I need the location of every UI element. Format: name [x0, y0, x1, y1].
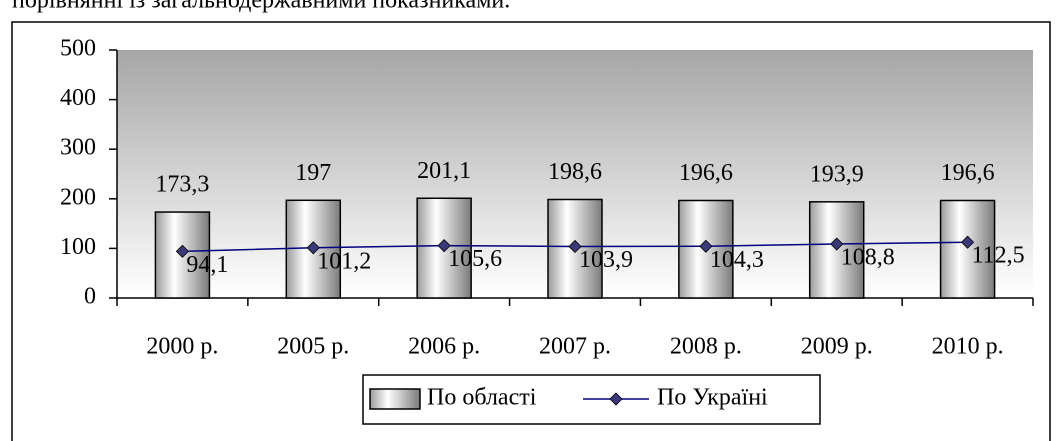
bar: [939, 199, 996, 299]
x-tick-label: 2005 р.: [277, 334, 349, 360]
x-tick-label: 2007 р.: [539, 334, 611, 360]
y-tick-label: 200: [60, 184, 96, 210]
line-marker: [175, 244, 189, 258]
line-value-label: 105,6: [448, 246, 502, 272]
line-marker: [568, 239, 582, 254]
y-tick-label: 500: [60, 36, 96, 62]
line-value-label: 112,5: [972, 243, 1025, 269]
legend-label: По області: [427, 385, 537, 411]
y-tick-label: 100: [60, 234, 96, 260]
bar-value-label: 198,6: [548, 159, 602, 185]
x-tick-label: 2009 р.: [801, 334, 873, 360]
x-tick-label: 2006 р.: [408, 334, 480, 360]
line-marker: [306, 241, 320, 255]
y-tick-label: 0: [84, 284, 96, 310]
y-tick-label: 400: [60, 85, 96, 111]
bar-value-label: 196,6: [679, 160, 733, 186]
line-value-label: 101,2: [317, 248, 371, 274]
line-value-label: 103,9: [579, 247, 633, 273]
line-marker: [961, 235, 975, 249]
line-marker: [699, 239, 713, 253]
x-tick-label: 2010 р.: [932, 334, 1004, 360]
line-marker: [437, 239, 451, 253]
chart-frame: [11, 21, 1051, 441]
line-value-label: 108,8: [841, 245, 895, 271]
y-tick-label: 300: [60, 135, 96, 161]
caption: порівнянні із загальнодержавними показни…: [12, 0, 510, 14]
bar-value-label: 193,9: [810, 161, 864, 187]
bar-value-label: 197: [295, 160, 331, 186]
bar-value-label: 196,6: [941, 160, 995, 186]
bar-value-label: 201,1: [417, 158, 471, 184]
x-tick-label: 2008 р.: [670, 334, 742, 360]
legend-swatch: [369, 388, 421, 410]
bar-value-label: 173,3: [155, 172, 209, 198]
line-value-label: 104,3: [710, 247, 764, 273]
x-tick-label: 2000 р.: [146, 334, 218, 360]
line-marker: [830, 237, 844, 251]
legend-marker: [609, 392, 623, 406]
line-value-label: 94,1: [186, 252, 228, 278]
legend-label: По Україні: [657, 385, 768, 411]
